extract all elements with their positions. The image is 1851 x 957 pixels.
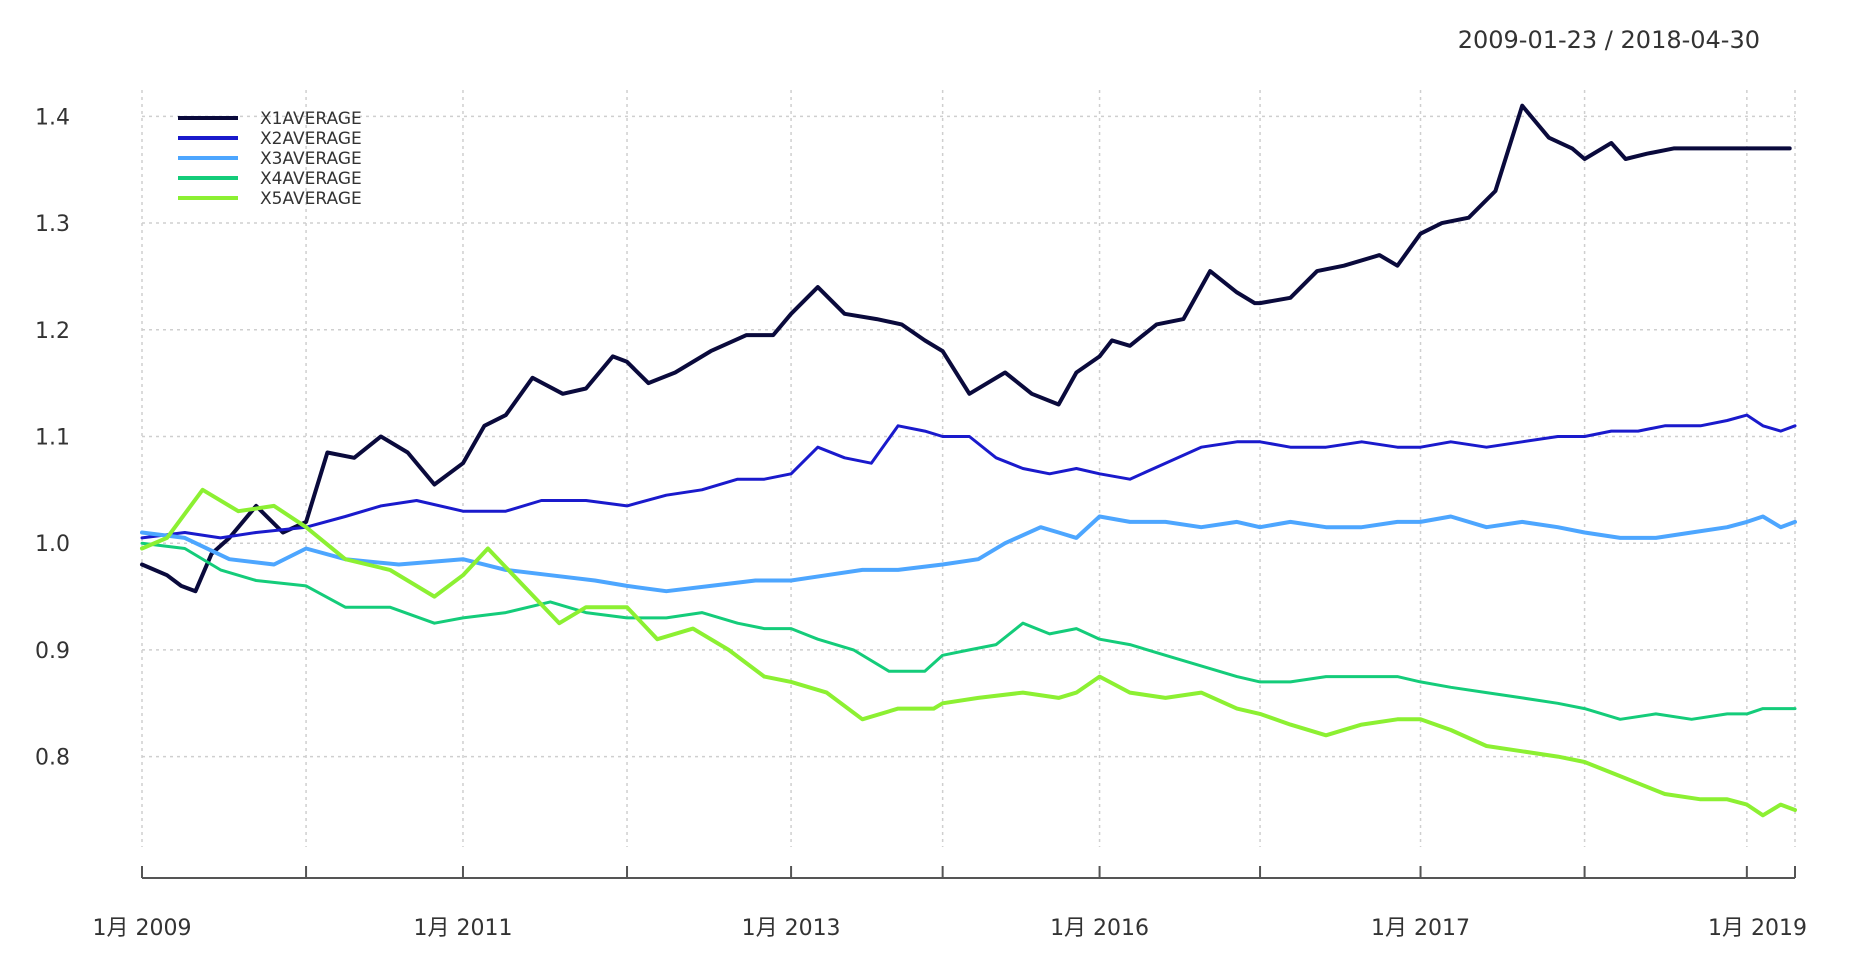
y-axis: 0.8 0.9 1.0 1.1 1.2 1.3 1.4 — [35, 105, 70, 770]
y-tick-label: 0.8 — [35, 746, 70, 771]
series-line-x1average — [140, 103, 1792, 594]
series-line-x3average — [140, 514, 1797, 594]
grid — [141, 90, 1796, 847]
y-tick-label: 1.1 — [35, 425, 70, 450]
legend-label: X1AVERAGE — [260, 109, 362, 129]
legend-label: X2AVERAGE — [260, 129, 362, 149]
x-axis: 1月 2009 1月 2011 1月 2013 1月 2016 1月 2017 1月 20… — [93, 866, 1807, 941]
x-tick-label: 1月 2017 — [1371, 916, 1470, 941]
y-tick-label: 1.3 — [35, 212, 70, 237]
series-line-x2average — [140, 413, 1797, 540]
series-line-x5average — [140, 487, 1797, 818]
x-tick-label: 1月 2009 — [93, 916, 192, 941]
y-tick-label: 0.9 — [35, 639, 70, 664]
x-tick-label: 1月 2011 — [413, 916, 512, 941]
date-range-label: 2009-01-23 / 2018-04-30 — [1458, 26, 1760, 54]
legend-label: X4AVERAGE — [260, 169, 362, 189]
y-tick-label: 1.0 — [35, 532, 70, 557]
series-line-x4average — [140, 541, 1797, 721]
legend-label: X3AVERAGE — [260, 149, 362, 169]
series-group — [140, 103, 1797, 818]
x-tick-label: 1月 2016 — [1050, 916, 1149, 941]
legend: X1AVERAGEX2AVERAGEX3AVERAGEX4AVERAGEX5AV… — [178, 109, 362, 209]
y-tick-label: 1.4 — [35, 105, 70, 130]
x-tick-label: 1月 2019 — [1708, 916, 1807, 941]
x-tick-label: 1月 2013 — [742, 916, 841, 941]
y-tick-label: 1.2 — [35, 319, 70, 344]
legend-label: X5AVERAGE — [260, 189, 362, 209]
